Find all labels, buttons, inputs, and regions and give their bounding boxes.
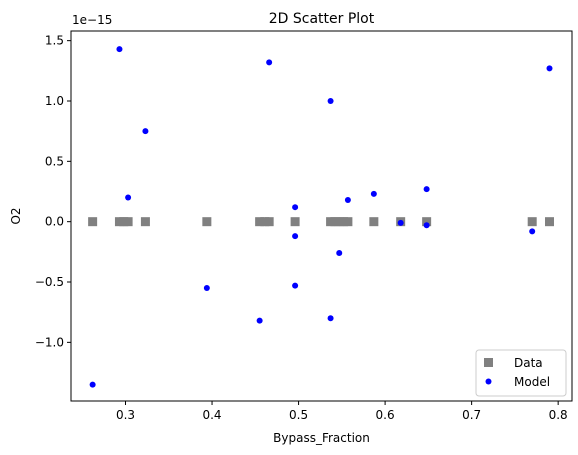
- legend-box: [475, 349, 567, 397]
- legend-label-model: Model: [514, 375, 550, 389]
- x-tick-label: 0.7: [462, 408, 481, 422]
- data-point: [343, 217, 353, 227]
- data-layer: [88, 46, 555, 388]
- plot-frame: [70, 30, 573, 402]
- model-point: [292, 233, 299, 240]
- model-point: [327, 97, 334, 104]
- x-tick-label: 0.5: [289, 408, 308, 422]
- model-point: [292, 204, 299, 211]
- model-point: [142, 128, 149, 135]
- data-point: [123, 217, 133, 227]
- model-point: [370, 190, 377, 197]
- model-point: [423, 186, 430, 193]
- legend-label-data: Data: [514, 356, 543, 370]
- x-axis: 0.3 0.4 0.5 0.6 0.7 0.8: [116, 401, 568, 422]
- x-tick-label: 0.4: [202, 408, 221, 422]
- model-point: [256, 317, 263, 324]
- legend-marker-data: [484, 358, 493, 367]
- model-point: [397, 219, 404, 226]
- model-point: [529, 228, 536, 235]
- model-point: [423, 222, 430, 229]
- model-point: [125, 194, 132, 201]
- y-offset-label: 1e−15: [72, 13, 112, 27]
- x-tick-label: 0.3: [116, 408, 135, 422]
- chart-title: 2D Scatter Plot: [269, 11, 375, 27]
- data-point: [290, 217, 300, 227]
- legend: Data Model: [475, 349, 567, 397]
- y-tick-label: 0.5: [45, 154, 64, 168]
- y-axis-label: O2: [9, 207, 23, 224]
- data-point: [88, 217, 98, 227]
- data-point: [527, 217, 537, 227]
- y-tick-label: −1.0: [35, 335, 64, 349]
- model-point: [203, 285, 210, 292]
- model-point: [292, 282, 299, 289]
- y-tick-label: 1.5: [45, 34, 64, 48]
- model-point: [116, 46, 123, 53]
- model-point: [89, 381, 96, 388]
- data-point: [422, 217, 432, 227]
- x-tick-label: 0.6: [376, 408, 395, 422]
- x-axis-label: Bypass_Fraction: [273, 431, 370, 445]
- model-point: [266, 59, 273, 66]
- model-point: [344, 196, 351, 203]
- data-point: [264, 217, 274, 227]
- legend-marker-model: [485, 378, 492, 385]
- data-point: [255, 217, 265, 227]
- model-point: [327, 315, 334, 322]
- data-point: [202, 217, 212, 227]
- x-tick-label: 0.8: [549, 408, 568, 422]
- y-tick-label: −0.5: [35, 275, 64, 289]
- data-point: [369, 217, 379, 227]
- data-point: [545, 217, 555, 227]
- model-point: [546, 65, 553, 72]
- y-tick-label: 1.0: [45, 94, 64, 108]
- data-point: [140, 217, 150, 227]
- y-axis: −1.0 −0.5 0.0 0.5 1.0 1.5: [35, 34, 71, 349]
- model-point: [336, 250, 343, 257]
- y-tick-label: 0.0: [45, 215, 64, 229]
